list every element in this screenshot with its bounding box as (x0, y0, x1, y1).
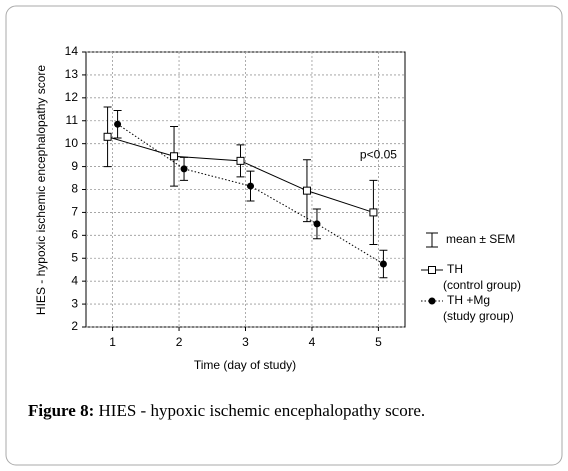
y-tick-label: 11 (66, 113, 79, 127)
y-tick-label: 4 (71, 273, 78, 287)
data-point (379, 260, 387, 268)
y-tick-label: 10 (65, 136, 79, 150)
data-point (302, 186, 311, 195)
caption-label: Figure 8: (28, 401, 94, 420)
legend-label: TH +Mg (447, 293, 490, 307)
data-point (313, 220, 321, 228)
annotation: p<0.05 (360, 147, 397, 161)
x-tick-label: 2 (176, 335, 183, 349)
data-point (369, 208, 378, 217)
y-tick-label: 8 (71, 182, 78, 196)
data-point (236, 156, 245, 165)
y-tick-label: 5 (71, 250, 78, 264)
x-tick-label: 1 (109, 335, 116, 349)
caption: Figure 8: HIES - hypoxic ischemic enceph… (28, 401, 425, 420)
legend-sublabel: (study group) (443, 309, 514, 323)
legend-marker (428, 266, 436, 274)
y-tick-label: 13 (65, 67, 79, 81)
y-tick-label: 7 (71, 205, 78, 219)
legend-marker (428, 297, 436, 305)
caption-text: HIES - hypoxic ischemic encephalopathy s… (99, 401, 426, 420)
series-line (117, 123, 384, 265)
legend-sublabel: (control group) (443, 278, 521, 292)
y-tick-label: 2 (71, 319, 78, 333)
y-tick-label: 6 (71, 228, 78, 242)
data-point (180, 165, 188, 173)
x-tick-label: 4 (309, 335, 316, 349)
y-tick-label: 14 (65, 44, 79, 58)
y-axis-label: HIES - hypoxic ischemic encephalopathy s… (34, 65, 48, 315)
legend-label: mean ± SEM (446, 232, 515, 246)
y-tick-label: 9 (71, 159, 78, 173)
data-point (114, 120, 122, 128)
frame (5, 5, 563, 466)
y-tick-label: 3 (71, 296, 78, 310)
x-tick-label: 3 (242, 335, 249, 349)
y-tick-label: 12 (65, 90, 79, 104)
data-point (247, 182, 254, 190)
legend-label: TH (447, 262, 463, 276)
data-point (170, 152, 179, 161)
x-axis-label: Time (day of study) (194, 358, 296, 372)
data-point (103, 132, 112, 141)
legend-error-icon (426, 232, 438, 248)
x-tick-label: 5 (375, 335, 382, 349)
